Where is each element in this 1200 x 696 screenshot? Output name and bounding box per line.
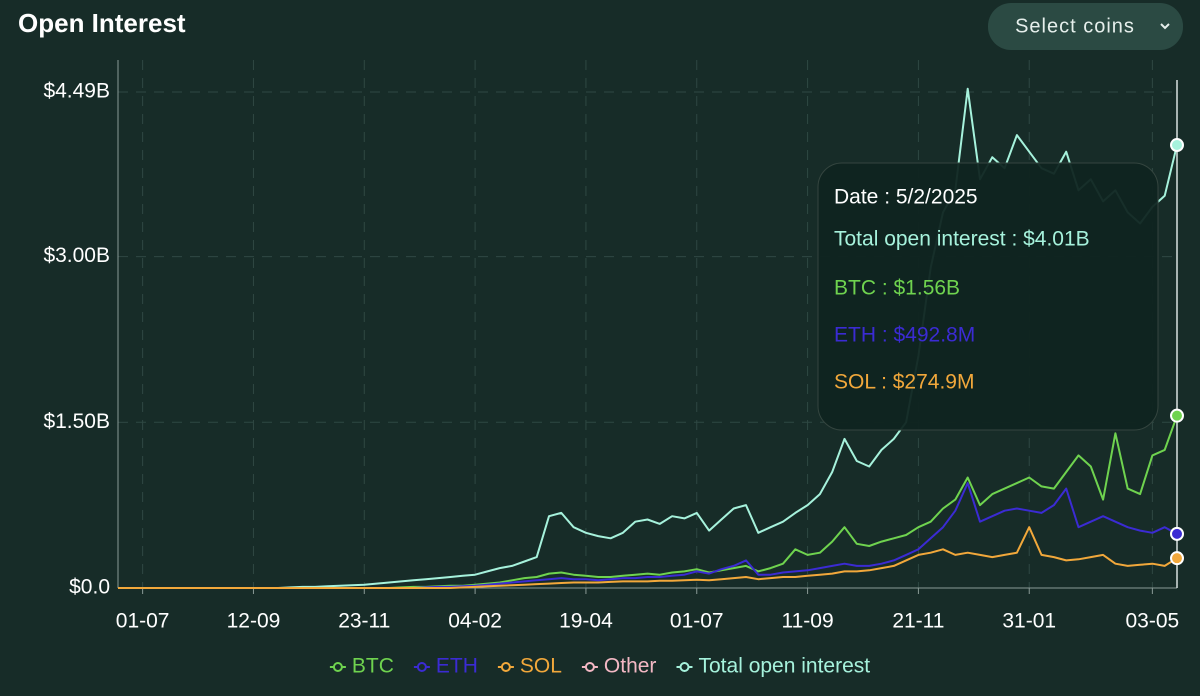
x-tick-label: 11-09 <box>782 610 834 633</box>
legend-label: Other <box>604 655 657 678</box>
button-bg[interactable] <box>988 3 1183 50</box>
series-line <box>118 526 1178 589</box>
x-tick-label: 03-05 <box>1126 610 1180 633</box>
legend-icon <box>584 662 595 672</box>
tooltip-row: ETH : $492.8M <box>834 324 975 347</box>
hover-dot <box>1170 138 1184 153</box>
y-tick-label: $3.00B <box>43 244 110 267</box>
button-label[interactable]: Select coins <box>1015 15 1135 37</box>
x-tick-label: 04-02 <box>448 610 502 633</box>
grid: $0.0 $1.50B $3.00B $4.49B 01-07 12-09 23-11 04-… <box>43 60 1179 633</box>
tooltip-row: Date : 5/2/2025 <box>834 186 978 209</box>
x-tick-label: 31-01 <box>1002 610 1056 633</box>
x-tick-label: 23-11 <box>338 610 390 633</box>
y-tick-label: $4.49B <box>43 80 110 103</box>
y-tick-label: $1.50B <box>43 410 110 433</box>
legend-label: ETH <box>436 655 478 678</box>
x-tick-label: 21-11 <box>892 610 944 633</box>
tooltip-row: BTC : $1.56B <box>834 277 960 300</box>
x-tick-label: 12-09 <box>227 610 281 633</box>
legend-label: BTC <box>352 655 394 678</box>
plot <box>118 80 1184 589</box>
tooltip-box <box>817 162 1159 431</box>
hover-dot <box>1170 408 1184 423</box>
tooltip-row: Total open interest : $4.01B <box>834 228 1090 251</box>
hover-dot <box>1170 551 1184 566</box>
legend-label: SOL <box>520 655 562 678</box>
legend-item[interactable]: SOL <box>497 655 562 678</box>
legend-icon <box>500 662 511 672</box>
legend-item[interactable]: ETH <box>413 655 478 678</box>
hover-dot <box>1170 526 1184 541</box>
y-tick-label: $0.0 <box>69 576 110 599</box>
tooltip: Date : 5/2/2025 Total open interest : $4.… <box>817 162 1159 431</box>
legend: BTC ETH SOL Other Total open interest <box>329 655 871 678</box>
legend-icon <box>679 662 690 672</box>
page-title: Open Interest <box>18 8 186 38</box>
legend-item[interactable]: Total open interest <box>676 655 871 678</box>
select-coins-button[interactable]: Select coins <box>988 3 1183 50</box>
legend-label: Total open interest <box>699 655 871 678</box>
x-tick-label: 19-04 <box>559 610 613 633</box>
tooltip-row: SOL : $274.9M <box>834 371 974 394</box>
legend-item[interactable]: BTC <box>329 655 394 678</box>
x-tick-label: 01-07 <box>670 610 724 633</box>
x-tick-label: 01-07 <box>116 610 170 633</box>
legend-item[interactable]: Other <box>581 655 657 678</box>
legend-icon <box>416 662 427 672</box>
chevron-icon[interactable] <box>1160 23 1170 30</box>
legend-icon <box>332 662 343 672</box>
